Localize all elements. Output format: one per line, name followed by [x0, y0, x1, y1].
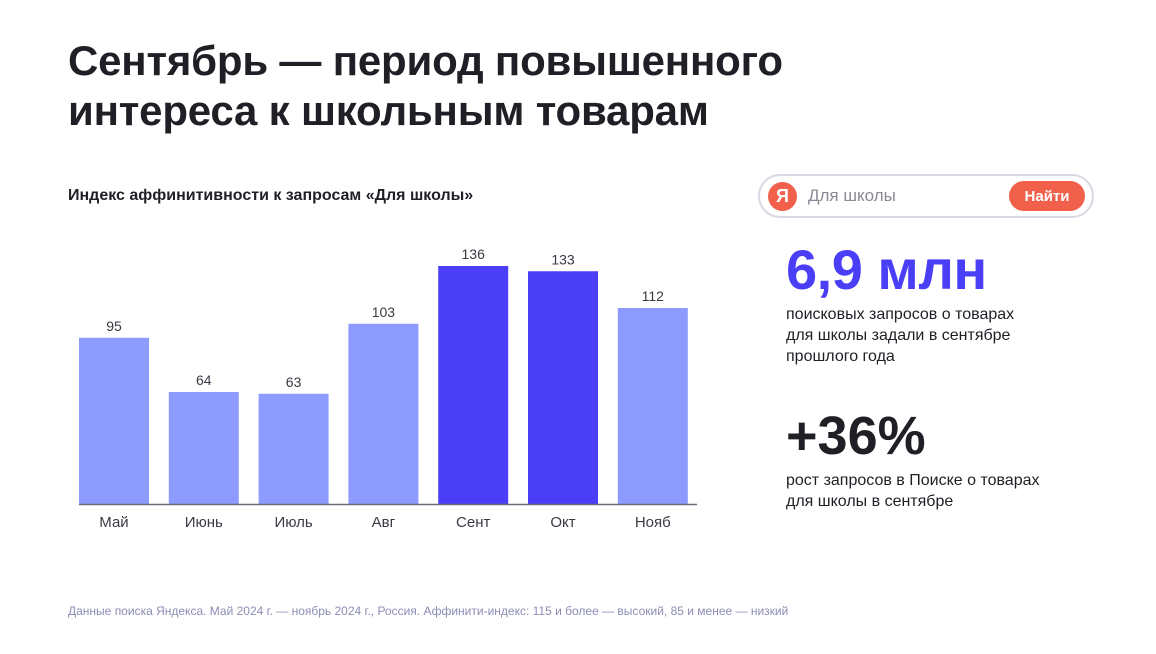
bar-value-label: 63 [286, 374, 302, 390]
search-button[interactable]: Найти [1009, 181, 1085, 211]
bar-value-label: 133 [551, 251, 575, 267]
stat-queries-description: поисковых запросов о товарах для школы з… [786, 304, 1076, 367]
footer-note: Данные поиска Яндекса. Май 2024 г. — ноя… [68, 604, 789, 618]
page-title-line-1: Сентябрь — период повышенного [68, 37, 783, 84]
x-tick-label: Окт [550, 514, 575, 531]
bar-value-label: 95 [106, 318, 122, 334]
stat-queries-value: 6,9 млн [786, 238, 987, 301]
yandex-logo-icon: Я [768, 182, 797, 211]
bar-1 [168, 392, 239, 504]
bar-4 [438, 266, 509, 504]
x-tick-label: Май [99, 514, 128, 531]
chart-title: Индекс аффинитивности к запросам «Для шк… [68, 187, 474, 204]
bar-3 [348, 323, 419, 504]
x-tick-label: Июль [274, 514, 312, 531]
search-input[interactable] [808, 181, 998, 211]
search-bar: Я Найти [758, 174, 1094, 218]
stat-queries-desc-line: прошлого года [786, 348, 895, 365]
page-title-line-2: интереса к школьным товарам [68, 87, 709, 134]
bar-0 [79, 337, 149, 504]
x-tick-label: Авг [372, 514, 396, 531]
bar-value-label: 136 [462, 246, 486, 262]
x-tick-label: Нояб [635, 514, 671, 531]
x-tick-label: Июнь [185, 514, 223, 531]
bar-5 [528, 271, 598, 504]
bar-2 [258, 393, 329, 504]
bar-chart: 95 Май 64 Июнь 63 Июль 103 Авг 136 Сент 133 Окт 112 Н… [79, 246, 697, 531]
stat-queries-desc-line: поисковых запросов о товарах [786, 306, 1015, 323]
x-tick-label: Сент [456, 514, 490, 531]
stat-growth-desc-line: рост запросов в Поиске о товарах [786, 472, 1040, 489]
stat-growth-value: +36% [786, 406, 926, 466]
bar-value-label: 112 [642, 288, 665, 304]
stat-queries-desc-line: для школы задали в сентябре [786, 327, 1011, 344]
stat-growth-description: рост запросов в Поиске о товарах для шко… [786, 470, 1086, 512]
bar-6 [617, 308, 688, 504]
bar-value-label: 64 [196, 372, 212, 388]
page-title: Сентябрь — период повышенного интереса к… [68, 36, 868, 136]
bar-value-label: 103 [372, 304, 396, 320]
stat-growth-desc-line: для школы в сентябре [786, 493, 954, 510]
